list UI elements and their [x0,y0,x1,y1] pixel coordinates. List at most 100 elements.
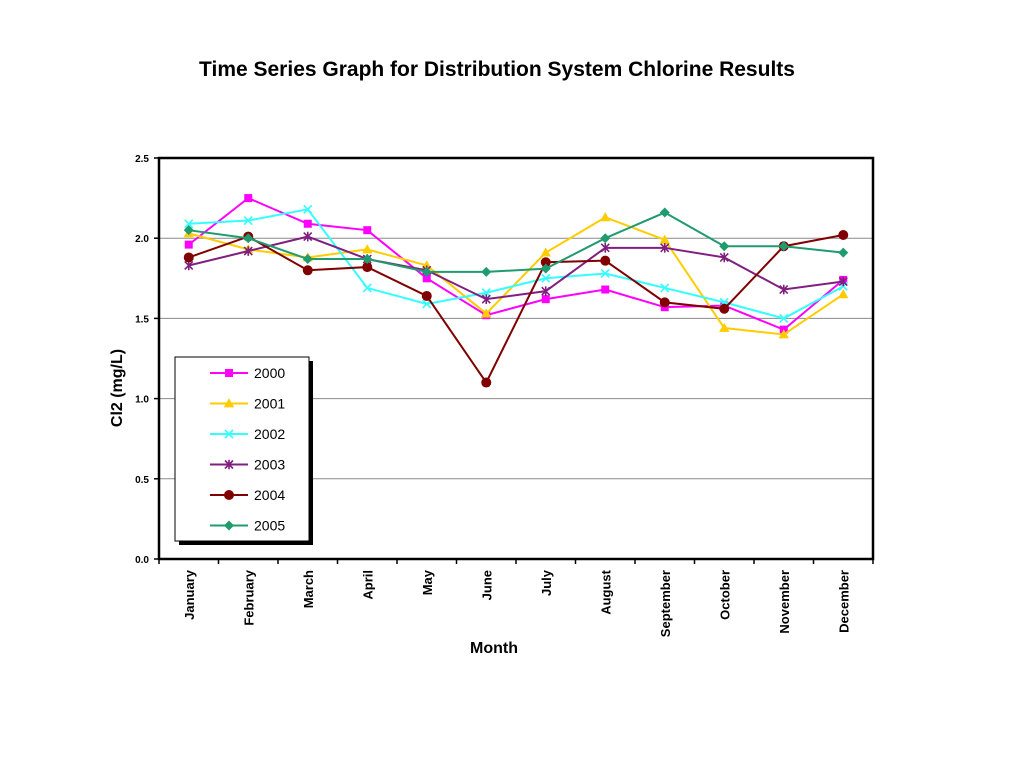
legend-label: 2002 [254,426,285,442]
x-tick-label: November [777,570,792,634]
data-point [225,369,233,377]
series-line [188,211,844,273]
data-point [600,255,611,266]
data-point [540,247,551,257]
x-tick-label: September [658,570,673,637]
data-point [223,398,235,408]
y-axis: 0.0 0.5 1.0 1.5 2.0 2.5 [135,154,159,566]
series-2001 [183,212,849,339]
data-point [659,297,670,308]
data-point [600,233,611,244]
data-point [838,247,849,258]
page-title: Time Series Graph for Distribution Syste… [199,58,795,81]
data-point [600,243,610,253]
data-point [243,215,253,226]
legend-label: 2000 [254,365,285,381]
data-point [303,204,313,214]
legend-item-2004: 2004 [210,487,285,503]
legend-item-2005: 2005 [210,518,285,534]
data-point [600,268,610,279]
data-point [422,274,431,283]
series-2003 [184,231,848,304]
y-tick-label: 2.5 [135,154,149,165]
data-point [719,303,730,314]
data-point [540,263,551,274]
series-2000 [184,194,848,334]
data-point [244,194,253,203]
x-tick-label: July [539,569,554,596]
data-point [719,241,730,252]
data-point [719,252,729,263]
data-point [540,257,551,268]
data-point [362,254,373,265]
x-tick-label: December [836,570,851,633]
series-line [188,235,844,301]
legend-item-2002: 2002 [210,426,285,442]
data-point [421,266,432,277]
data-point [660,283,670,293]
data-point [243,233,254,244]
legend: 2000 2001 2002 2003 2004 2005 [174,356,313,545]
data-point [779,313,789,323]
data-point [541,286,551,296]
data-point [481,377,492,388]
data-point [363,226,372,235]
data-point [719,322,730,332]
data-point [362,262,373,273]
x-tick-label: August [598,569,613,614]
data-point [838,229,849,240]
data-point [362,244,373,254]
y-tick-label: 0.5 [135,475,149,486]
data-point [660,243,670,253]
data-point [541,273,551,283]
legend-label: 2005 [254,518,285,534]
data-point [224,490,234,500]
y-axis-title: Cl2 (mg/L) [109,349,126,427]
legend-box [174,356,310,542]
data-point [778,241,789,252]
series-line [188,208,844,320]
data-point [224,429,234,439]
x-tick-label: June [479,570,494,600]
series-2005 [183,207,849,277]
y-tick-label: 1.5 [135,314,149,325]
x-tick-label: October [717,570,732,620]
series-2002 [184,204,848,323]
legend-label: 2004 [254,487,285,503]
series-layer [183,194,849,388]
legend-item-2000: 2000 [210,365,285,381]
data-point [601,285,610,294]
data-point [421,290,432,301]
legend-item-2003: 2003 [210,457,285,473]
legend-item-2001: 2001 [210,396,285,412]
data-point [838,289,849,299]
data-point [224,520,234,531]
y-tick-label: 2.0 [135,234,149,245]
data-point [362,283,372,293]
data-point [184,219,194,229]
x-tick-label: March [301,570,316,608]
data-point [541,295,550,304]
legend-label: 2001 [254,396,285,412]
y-tick-label: 1.0 [135,395,149,406]
series-line [188,234,844,385]
x-tick-label: May [420,569,435,595]
data-point [659,207,670,218]
x-tick-label: February [241,569,256,625]
data-point [659,234,670,244]
data-point [481,308,492,318]
x-tick-label: January [182,569,197,620]
data-point [183,252,194,263]
data-point [184,240,193,249]
data-point [302,254,313,265]
data-point [183,225,194,236]
data-point [600,212,611,222]
y-tick-label: 0.0 [135,555,149,566]
data-point [838,276,848,287]
series-line [188,216,844,336]
data-point [303,219,312,228]
data-point [779,284,789,295]
data-point [778,329,789,339]
x-axis: January February March April May June July Augu… [158,559,874,637]
